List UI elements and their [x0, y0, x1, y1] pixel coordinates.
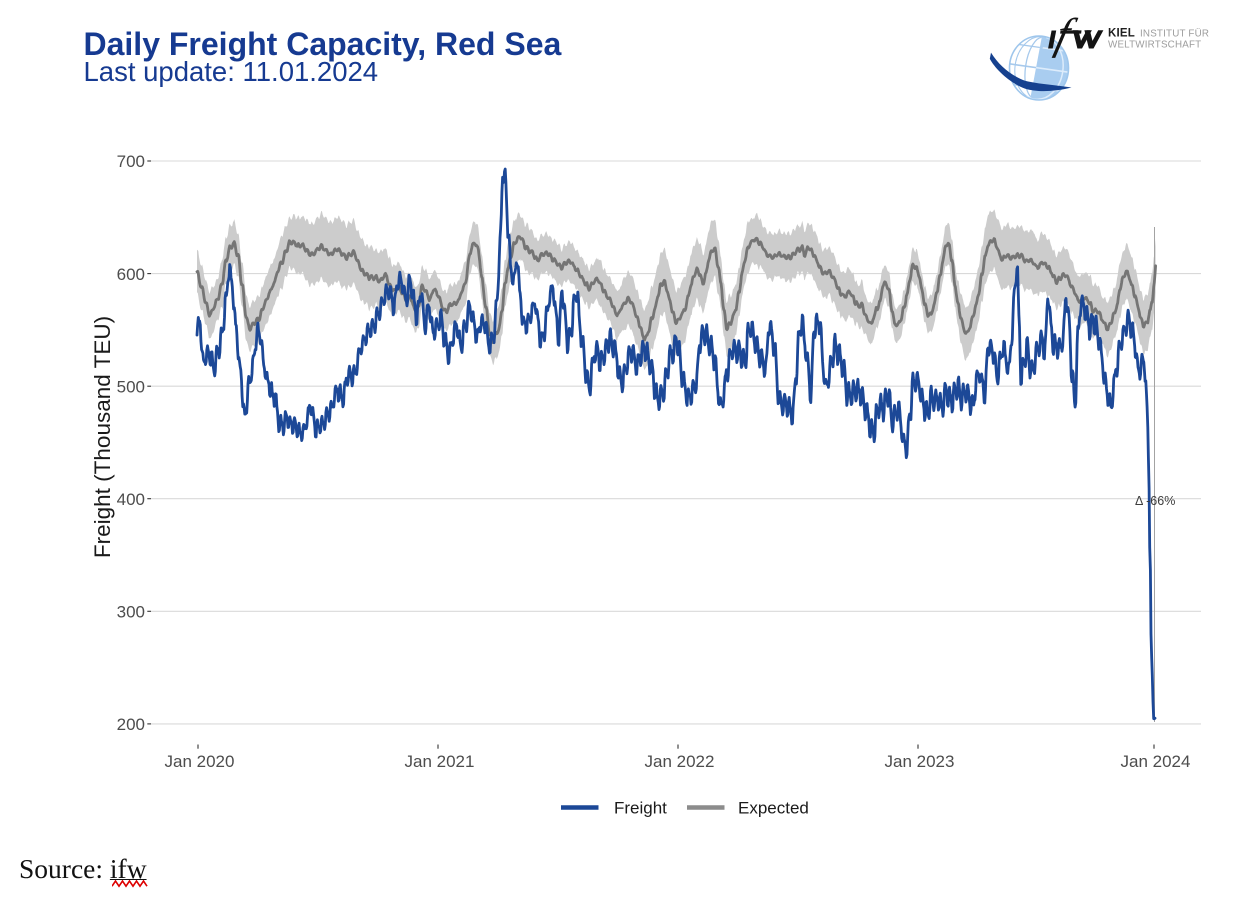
- svg-text:Δ -66%: Δ -66%: [1135, 494, 1175, 508]
- svg-text:500: 500: [117, 377, 145, 396]
- svg-text:Expected: Expected: [738, 799, 809, 818]
- svg-text:400: 400: [117, 490, 145, 509]
- svg-text:600: 600: [117, 265, 145, 284]
- svg-text:Jan 2024: Jan 2024: [1121, 752, 1191, 771]
- svg-text:Jan 2021: Jan 2021: [405, 752, 475, 771]
- svg-text:KIEL: KIEL: [1108, 28, 1135, 40]
- svg-text:Jan 2022: Jan 2022: [645, 752, 715, 771]
- svg-text:700: 700: [117, 152, 145, 171]
- svg-text:INSTITUT FÜR: INSTITUT FÜR: [1140, 29, 1209, 40]
- svg-text:200: 200: [117, 715, 145, 734]
- svg-text:Jan 2020: Jan 2020: [165, 752, 235, 771]
- svg-text:ı: ı: [1048, 19, 1057, 57]
- svg-text:300: 300: [117, 603, 145, 622]
- svg-text:Freight (Thousand TEU): Freight (Thousand TEU): [90, 316, 115, 558]
- svg-text:WELTWIRTSCHAFT: WELTWIRTSCHAFT: [1108, 40, 1201, 51]
- svg-text:Jan 2023: Jan 2023: [885, 752, 955, 771]
- svg-text:Freight: Freight: [614, 799, 667, 818]
